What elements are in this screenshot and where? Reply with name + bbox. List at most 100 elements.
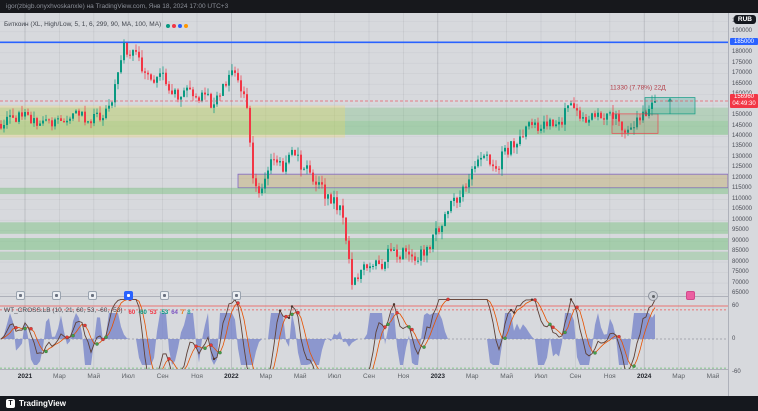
- extremum-dot: [509, 308, 513, 312]
- tradingview-brand-text[interactable]: TradingView: [19, 399, 66, 408]
- indicator-legend-title[interactable]: WT_CROSS.LB (10, 21, 60, 53, -60, -53): [4, 306, 123, 314]
- indicator-legend[interactable]: WT_CROSS.LB (10, 21, 60, 53, -60, -53) 6…: [4, 301, 191, 319]
- time-axis-month-label[interactable]: Июл: [327, 373, 342, 380]
- time-axis-month-label[interactable]: Май: [706, 373, 720, 380]
- extremum-dot: [290, 305, 294, 308]
- time-axis-year-label[interactable]: 2021: [17, 373, 33, 380]
- cross-dot: [422, 345, 426, 349]
- price-axis-label: 80000: [732, 258, 749, 265]
- cross-dot: [44, 349, 48, 354]
- cross-dot: [503, 336, 507, 341]
- zone-rect: [0, 187, 728, 195]
- chart-area[interactable]: 11330 (7.78%) 22Д Биткоин (XL, High/Low,…: [0, 13, 728, 396]
- price-axis-label: 150000: [732, 112, 753, 119]
- time-axis-month-label[interactable]: Май: [87, 373, 101, 380]
- zone-rect: [0, 222, 728, 234]
- price-axis[interactable]: 1950001900001850001800001750001700001650…: [728, 13, 758, 396]
- cross-dot: [284, 314, 288, 319]
- price-axis-label: 75000: [732, 269, 749, 276]
- price-axis-label: 145000: [732, 122, 753, 129]
- time-axis-month-label[interactable]: Ноя: [397, 373, 410, 380]
- zone-rect: [0, 238, 728, 250]
- time-axis-year-label[interactable]: 2023: [430, 373, 446, 380]
- symbol-legend-title[interactable]: Биткоин (XL, High/Low, 5, 1, 6, 299, 90,…: [4, 20, 162, 28]
- cross-dot: [410, 327, 414, 332]
- indicator-legend-values: 60 -60 53 -53 64 7 8: [126, 301, 191, 319]
- time-axis-month-label[interactable]: Сен: [156, 373, 169, 380]
- flag-badge-icon[interactable]: [686, 291, 695, 300]
- legend-value-dot-icon: [166, 24, 171, 28]
- time-axis-month-label[interactable]: Мар: [672, 373, 685, 380]
- time-axis-month-label[interactable]: Май: [500, 373, 513, 380]
- legend-value-dot-icon: [178, 24, 183, 28]
- time-axis-year-label[interactable]: 2022: [224, 373, 239, 380]
- price-axis-label: 130000: [732, 153, 753, 160]
- time-axis-labels[interactable]: 2021 Мар Май Июл Сен Ноя 2022 Мар Май Июл Сен Ноя 20…: [0, 369, 728, 383]
- measure-label: 11330 (7.78%) 22Д: [610, 84, 666, 91]
- indicator-value: 7: [180, 310, 185, 316]
- legend-status-dots: [164, 15, 189, 33]
- event-badge-icon[interactable]: [16, 291, 25, 300]
- window-titlebar: igor(zbigb.onyxhvoskanxle) на TradingVie…: [0, 0, 758, 13]
- indicator-value: -53: [159, 310, 169, 316]
- event-badge-icon[interactable]: [52, 291, 61, 300]
- titlebar-text: igor(zbigb.onyxhvoskanxle) на TradingVie…: [6, 3, 229, 10]
- cross-dot: [563, 330, 567, 335]
- cross-dot: [95, 342, 99, 346]
- cross-dot: [383, 325, 387, 329]
- time-axis-month-label[interactable]: Сен: [569, 373, 582, 380]
- cross-dot: [14, 325, 18, 330]
- current-price-value: 156960: [733, 93, 755, 100]
- price-axis-label: 175000: [732, 59, 753, 66]
- cross-dot: [296, 310, 300, 315]
- event-badge-icon[interactable]: [124, 291, 133, 300]
- price-axis-label: 95000: [732, 227, 749, 234]
- time-axis-month-label[interactable]: Ноя: [603, 373, 616, 380]
- price-axis-label: 110000: [732, 195, 752, 202]
- event-badge-icon[interactable]: [88, 291, 97, 300]
- price-axis-label: 105000: [732, 206, 753, 213]
- cross-dot: [551, 325, 555, 330]
- cross-dot: [209, 343, 213, 347]
- price-axis-label: 70000: [732, 279, 749, 286]
- price-axis-label: 125000: [732, 164, 753, 171]
- time-axis-month-label[interactable]: Мар: [53, 373, 66, 380]
- tradingview-logo-icon[interactable]: T: [6, 399, 15, 408]
- scroll-to-recent-icon[interactable]: [648, 291, 658, 301]
- event-badge-icon[interactable]: [160, 291, 169, 300]
- time-axis-month-label[interactable]: Июл: [121, 373, 135, 380]
- cross-dot: [617, 334, 621, 339]
- time-axis-month-label[interactable]: Ноя: [191, 373, 203, 380]
- extremum-dot: [530, 298, 534, 301]
- price-axis-label: 170000: [732, 70, 753, 77]
- cross-dot: [194, 344, 198, 349]
- time-axis-month-label[interactable]: Мар: [259, 373, 273, 380]
- level-price-label: 185000: [730, 38, 758, 46]
- extremum-dot: [287, 316, 291, 320]
- cross-dot: [386, 322, 390, 327]
- risk-box: [611, 113, 659, 134]
- footer-bar: T TradingView: [0, 396, 758, 411]
- price-axis-label: 190000: [732, 28, 753, 35]
- symbol-legend[interactable]: Биткоин (XL, High/Low, 5, 1, 6, 299, 90,…: [4, 15, 189, 33]
- price-axis-label: 85000: [732, 248, 749, 255]
- pane-separator[interactable]: [0, 296, 728, 297]
- currency-badge[interactable]: RUB: [733, 15, 756, 24]
- indicator-axis-label: -60: [732, 368, 741, 375]
- event-badge-icon[interactable]: [232, 291, 241, 300]
- time-axis-month-label[interactable]: Мар: [465, 373, 479, 380]
- cross-dot: [29, 326, 33, 331]
- candles-layer: [0, 39, 656, 290]
- time-axis-month-label[interactable]: Сен: [363, 373, 375, 380]
- time-axis-year-label[interactable]: 2024: [636, 373, 652, 380]
- price-pane-canvas[interactable]: 11330 (7.78%) 22Д: [0, 13, 728, 296]
- bar-close-countdown: 04:49:30: [732, 100, 756, 107]
- zone-rect: [0, 107, 728, 121]
- time-axis-month-label[interactable]: Июл: [534, 373, 548, 380]
- cross-dot: [104, 335, 108, 340]
- cross-dot: [236, 301, 240, 305]
- cross-dot: [548, 322, 552, 327]
- price-axis-label: 120000: [732, 174, 753, 181]
- time-axis-month-label[interactable]: Май: [293, 373, 307, 380]
